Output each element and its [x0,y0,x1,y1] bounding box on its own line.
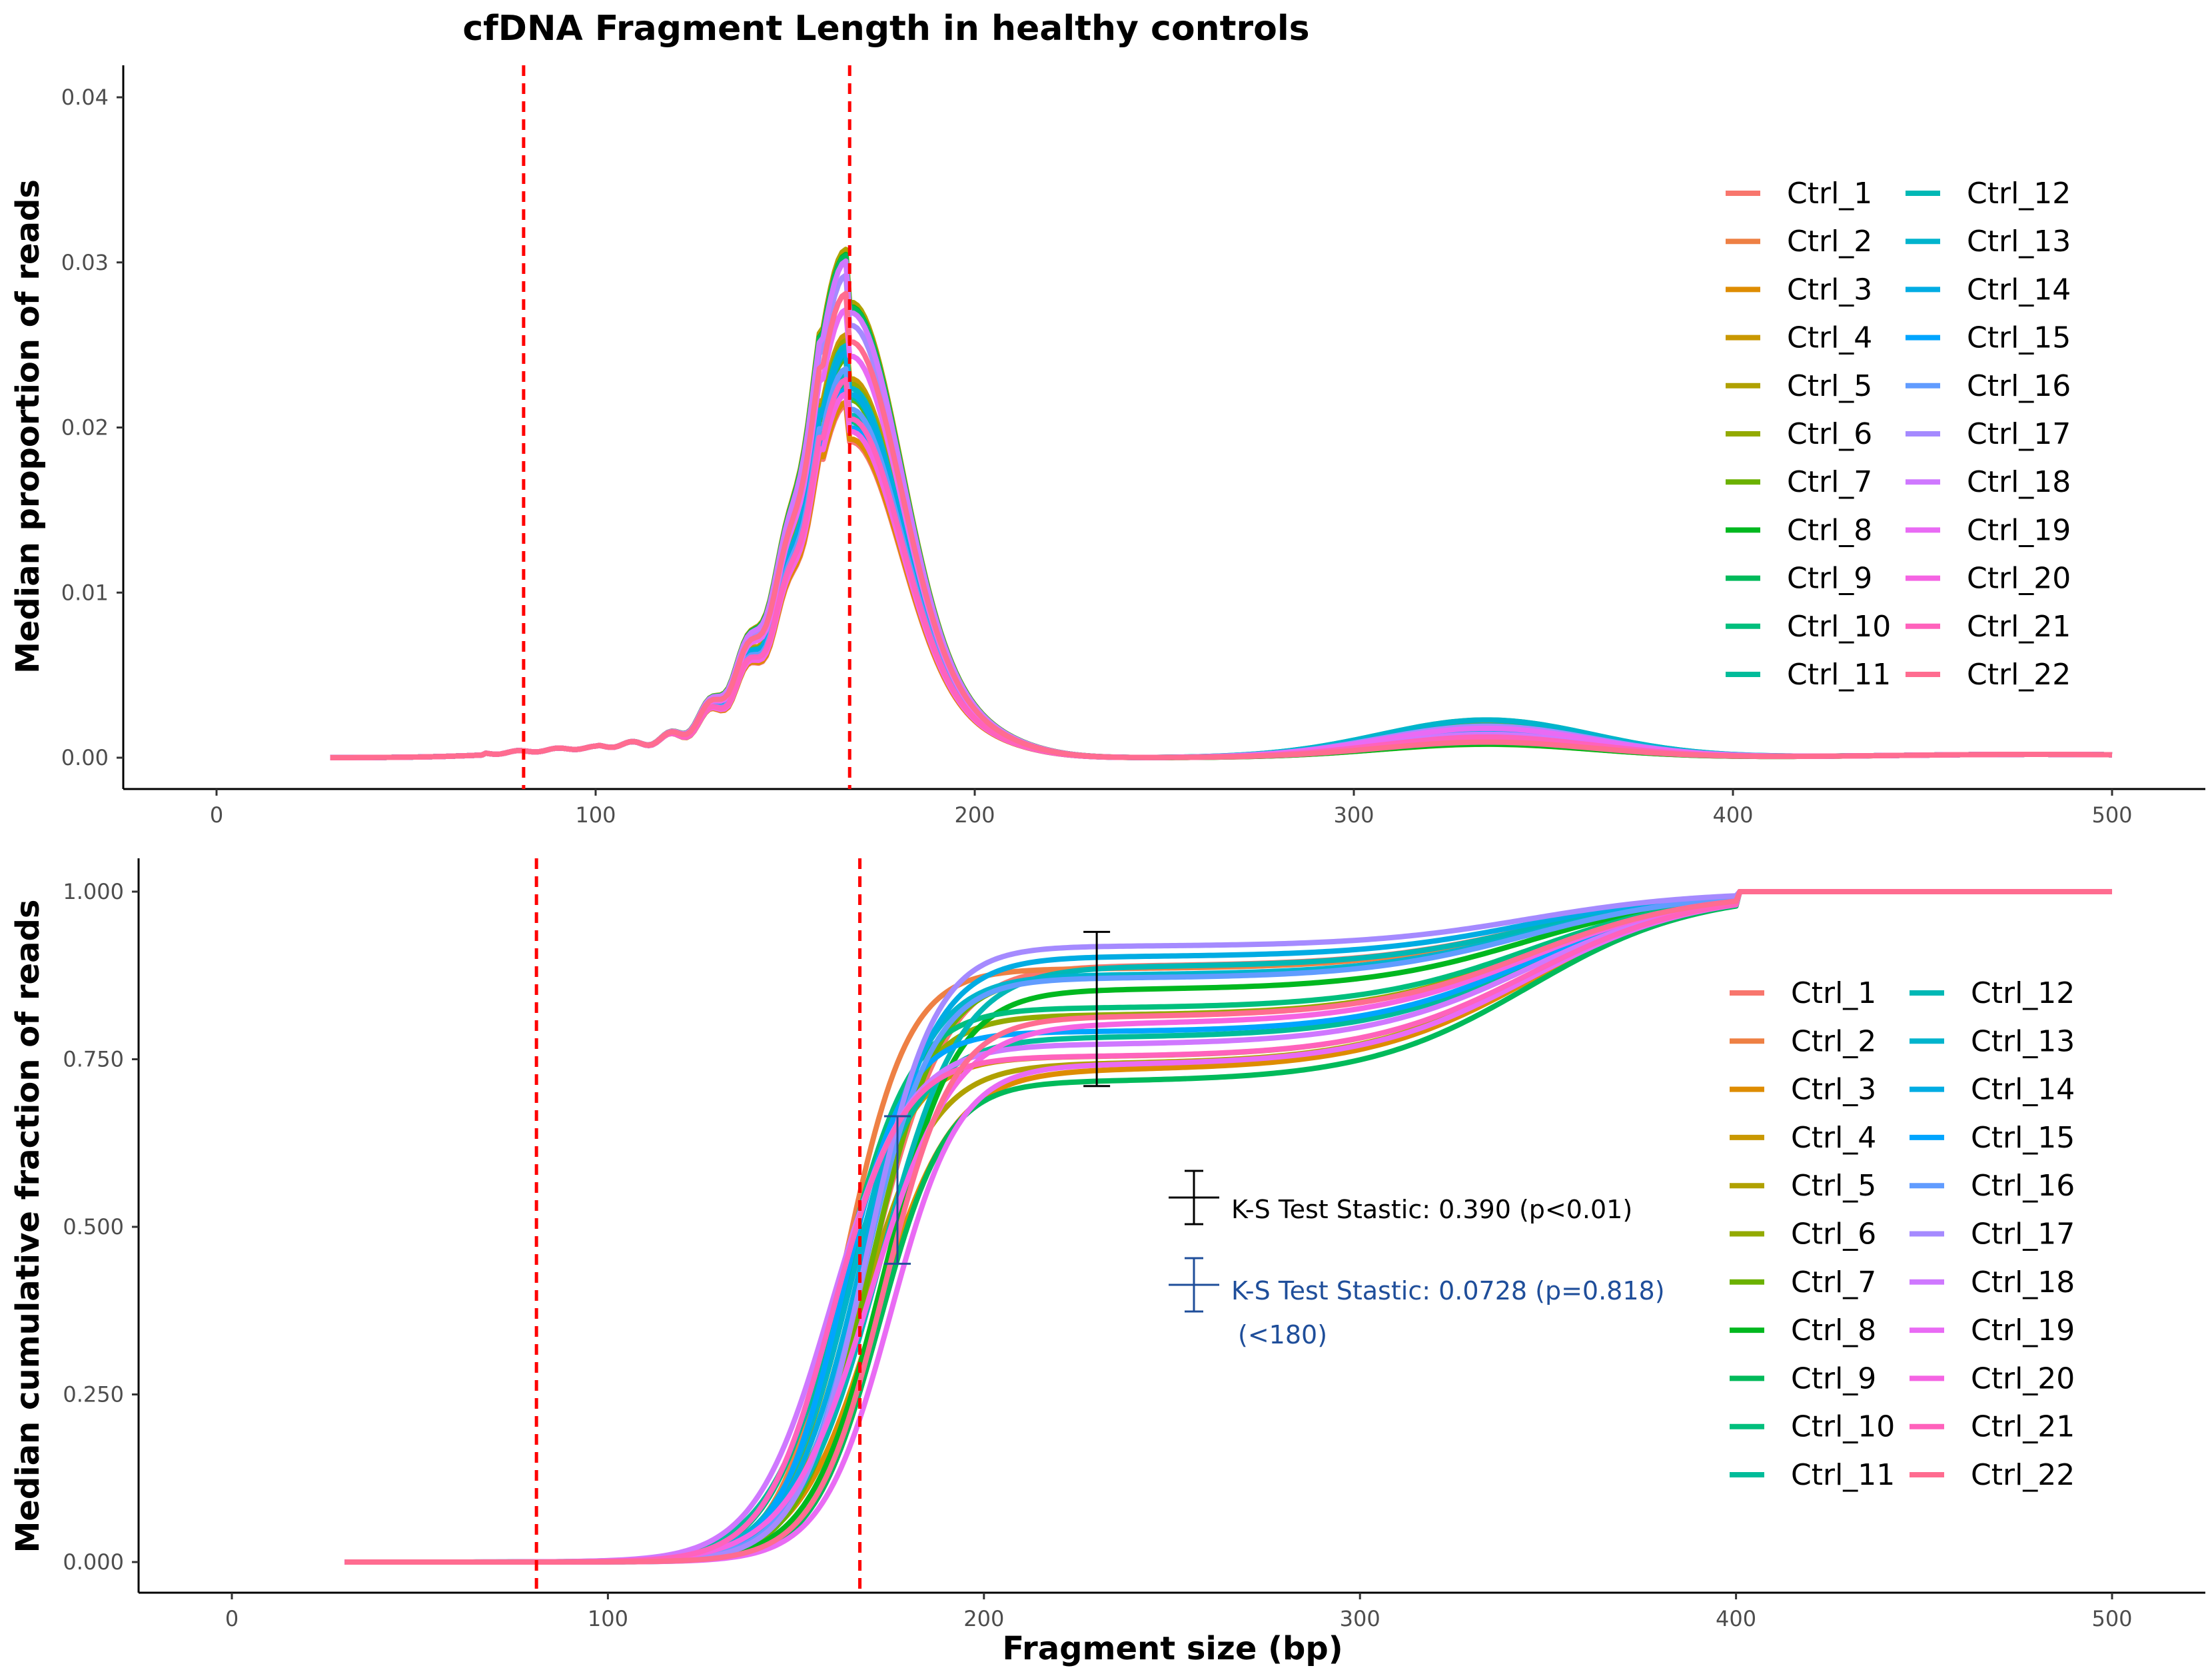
legend-label-Ctrl_19: Ctrl_19 [1971,1313,2075,1347]
legend-label-Ctrl_20: Ctrl_20 [1971,1361,2075,1395]
legend-label-Ctrl_11: Ctrl_11 [1791,1458,1895,1492]
x-tick-label: 0 [225,1606,239,1631]
legend-label-Ctrl_15: Ctrl_15 [1967,321,2071,355]
x-tick-label: 0 [210,802,223,828]
legend-label-Ctrl_12: Ctrl_12 [1971,976,2075,1010]
legend-label-Ctrl_6: Ctrl_6 [1791,1218,1876,1252]
legend-label-Ctrl_13: Ctrl_13 [1971,1024,2075,1058]
y-tick-label: 1.000 [63,879,124,904]
x-tick-label: 200 [963,1606,1004,1631]
y-tick-label: 0.01 [61,580,109,605]
series-line-Ctrl_22 [344,889,2112,1565]
legend-label-Ctrl_9: Ctrl_9 [1791,1361,1876,1395]
series-line-Ctrl_11 [330,353,2113,760]
panel-top-proportion: 0.00 0.01 0.02 0.03 0.04 0 100 200 300 400 500 Medi… [9,65,2205,828]
legend-label-Ctrl_8: Ctrl_8 [1791,1313,1876,1347]
series-line-Ctrl_13 [330,343,2113,760]
y-tick-label: 0.250 [63,1382,124,1407]
legend-label-Ctrl_14: Ctrl_14 [1967,273,2071,307]
panel-bottom-cumulative: 0.000 0.250 0.500 0.750 1.000 0 100 200 300 400 50… [9,858,2205,1631]
legend-label-Ctrl_2: Ctrl_2 [1787,225,1872,259]
legend-label-Ctrl_8: Ctrl_8 [1787,513,1872,547]
y-tick-label: 0.00 [61,745,109,770]
y-tick-label: 0.500 [63,1214,124,1240]
ks-annotation: K-S Test Stastic: 0.390 (p<0.01) [1231,1195,1632,1224]
legend-label-Ctrl_3: Ctrl_3 [1787,273,1872,307]
legend-label-Ctrl_1: Ctrl_1 [1791,976,1876,1010]
legend-label-Ctrl_9: Ctrl_9 [1787,562,1872,596]
y-tick-label: 0.000 [63,1549,124,1575]
legend-label-Ctrl_12: Ctrl_12 [1967,177,2071,211]
y-tick-label: 0.04 [61,85,109,110]
legend-label-Ctrl_18: Ctrl_18 [1971,1265,2075,1299]
x-tick-label: 500 [2091,802,2132,828]
legend-label-Ctrl_22: Ctrl_22 [1967,658,2071,692]
legend-label-Ctrl_4: Ctrl_4 [1787,321,1872,355]
legend-label-Ctrl_10: Ctrl_10 [1791,1410,1895,1444]
legend-label-Ctrl_20: Ctrl_20 [1967,562,2071,596]
legend-label-Ctrl_10: Ctrl_10 [1787,610,1891,644]
legend-label-Ctrl_17: Ctrl_17 [1971,1218,2075,1252]
legend-label-Ctrl_5: Ctrl_5 [1787,369,1872,403]
legend-label-Ctrl_19: Ctrl_19 [1967,513,2071,547]
y-tick-label: 0.750 [63,1047,124,1072]
legend-label-Ctrl_5: Ctrl_5 [1791,1169,1876,1203]
legend-label-Ctrl_3: Ctrl_3 [1791,1073,1876,1107]
y-axis-title: Median proportion of reads [9,179,47,674]
x-tick-label: 500 [2091,1606,2132,1631]
ks-annotation: K-S Test Stastic: 0.0728 (p=0.818) [1231,1276,1665,1305]
x-tick-label: 400 [1716,1606,1756,1631]
ks-annotation: (<180) [1238,1320,1327,1349]
x-tick-label: 300 [1340,1606,1381,1631]
y-tick-label: 0.02 [61,415,109,440]
legend-label-Ctrl_15: Ctrl_15 [1971,1121,2075,1155]
legend-label-Ctrl_22: Ctrl_22 [1971,1458,2075,1492]
x-axis-title: Fragment size (bp) [1002,1630,1343,1667]
legend-label-Ctrl_18: Ctrl_18 [1967,465,2071,499]
legend-label-Ctrl_21: Ctrl_21 [1971,1410,2075,1444]
legend-label-Ctrl_11: Ctrl_11 [1787,658,1891,692]
legend-label-Ctrl_16: Ctrl_16 [1967,369,2071,403]
legend-label-Ctrl_16: Ctrl_16 [1971,1169,2075,1203]
legend-label-Ctrl_6: Ctrl_6 [1787,417,1872,451]
legend-label-Ctrl_7: Ctrl_7 [1791,1265,1876,1299]
legend-label-Ctrl_1: Ctrl_1 [1787,177,1872,211]
series-line-Ctrl_22 [330,291,2113,760]
legend-label-Ctrl_13: Ctrl_13 [1967,225,2071,259]
series-line-Ctrl_14 [330,349,2113,760]
legend-label-Ctrl_2: Ctrl_2 [1791,1024,1876,1058]
legend-label-Ctrl_21: Ctrl_21 [1967,610,2071,644]
series-line-Ctrl_6 [330,338,2113,760]
y-tick-label: 0.03 [61,250,109,275]
x-tick-label: 100 [588,1606,628,1631]
y-axis-title: Median cumulative fraction of reads [9,900,47,1553]
legend-label-Ctrl_14: Ctrl_14 [1971,1073,2075,1107]
legend-label-Ctrl_17: Ctrl_17 [1967,417,2071,451]
x-tick-label: 200 [954,802,995,828]
x-tick-label: 100 [575,802,616,828]
legend-label-Ctrl_7: Ctrl_7 [1787,465,1872,499]
chart-title: cfDNA Fragment Length in healthy control… [462,9,1309,49]
x-tick-label: 300 [1333,802,1374,828]
legend-label-Ctrl_4: Ctrl_4 [1791,1121,1876,1155]
x-tick-label: 400 [1712,802,1753,828]
